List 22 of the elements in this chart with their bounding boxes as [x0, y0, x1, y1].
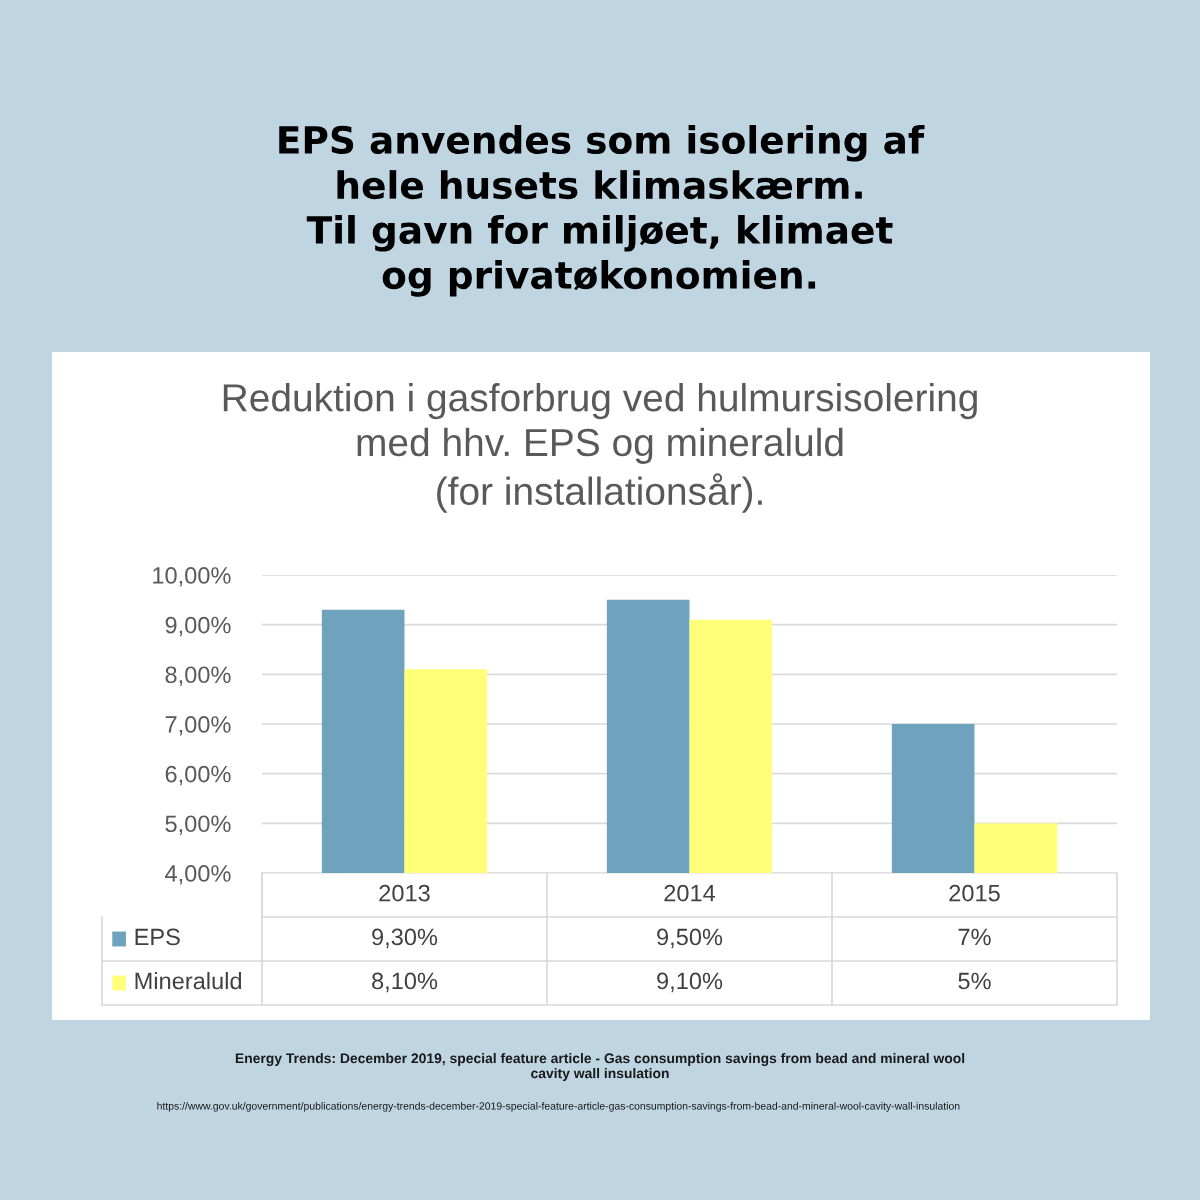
chart-title: EPS anvendes som isolering af hele husets klimaskærm. Til gavn for miljøet, klimaet og privatøkonomien.	[279, 125, 925, 297]
data-label: 9,10%	[657, 972, 723, 993]
y-tick-label: 8,00%	[165, 666, 231, 686]
y-tick-label: 9,00%	[165, 616, 231, 637]
data-label: 9,30%	[372, 928, 438, 949]
data-label: 7%	[958, 928, 991, 946]
legend-label: EPS	[135, 928, 180, 946]
data-label: 5%	[958, 972, 991, 990]
y-tick-label: 10,00%	[153, 567, 231, 587]
y-tick-label: 5,00%	[165, 815, 231, 835]
y-tick-label: 6,00%	[165, 765, 231, 786]
data-label: 9,50%	[657, 928, 723, 949]
chart-subtitle: Reduktion i gasforbrug ved hulmursisolering med hhv. EPS og mineraluld (for installationsår).	[223, 383, 977, 513]
legend-label: Mineraluld	[135, 971, 242, 990]
y-tick-label: 4,00%	[165, 865, 231, 885]
x-tick-label: 2014	[664, 884, 716, 902]
x-tick-label: 2015	[949, 884, 1000, 902]
text: Energy Trends: December 2019, special feature article - Gas consumption savings from bead and mineral wool cavity wall insulation	[235, 1053, 965, 1081]
x-tick-label: 2013	[379, 884, 430, 902]
text: https://www.gov.uk/government/publications/energy-trends-december-2019-special-feature-article-gas-consumption-savings-from-bead-and-mineral-wool-cavity-wall-insulation	[157, 1102, 960, 1112]
y-tick-label: 7,00%	[165, 716, 231, 736]
data-label: 8,10%	[372, 972, 438, 993]
